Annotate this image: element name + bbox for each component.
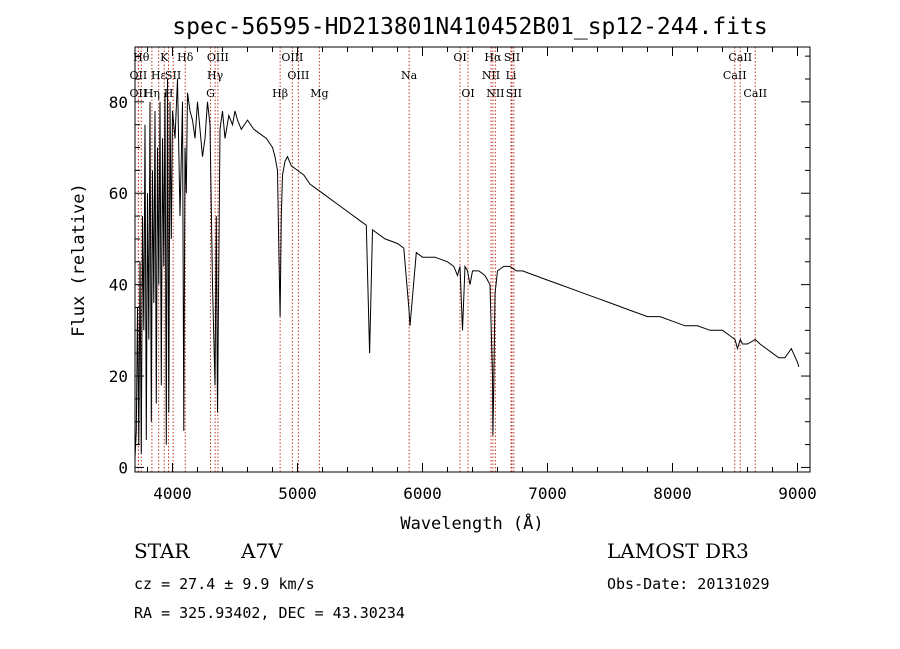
line-label-9: OIII [207,51,229,64]
object-class: STAR [134,539,190,563]
line-label-22: Li [506,69,517,82]
line-label-4: Hε [151,69,167,82]
line-label-3: Hη [144,87,160,100]
y-tick-label: 60 [109,184,128,203]
line-label-13: OIII [287,69,309,82]
y-tick-label: 0 [118,458,128,477]
line-label-24: SII [506,87,522,100]
x-tick-label: 8000 [653,484,692,503]
line-label-26: CaII [728,51,752,64]
line-label-7: SII [165,69,181,82]
line-label-0: Hθ [133,51,150,64]
line-label-27: CaII [743,87,767,100]
line-label-21: NII [482,69,500,82]
x-axis: 4000 5000 6000 7000 8000 9000 [147,47,817,503]
x-tick-label: 7000 [528,484,567,503]
y-tick-label: 20 [109,367,128,386]
line-label-12: OIII [281,51,303,64]
line-label-25: CaII [723,69,747,82]
survey-name: LAMOST DR3 [607,539,749,563]
line-label-23: NII [486,87,504,100]
y-axis: 0 20 40 60 80 [109,55,810,477]
y-tick-label: 80 [109,93,128,112]
emission-line-markers [137,47,756,472]
y-tick-label: 40 [109,276,128,295]
x-axis-label: Wavelength (Å) [400,512,543,534]
line-label-17: OI [453,51,466,64]
line-label-16: Na [401,69,418,82]
line-label-18: OI [461,87,474,100]
chart-title: spec-56595-HD213801N410452B01_sp12-244.f… [172,14,767,40]
line-label-1: OII [130,69,148,82]
line-label-11: G [206,87,215,100]
x-tick-label: 9000 [778,484,817,503]
x-tick-label: 6000 [403,484,442,503]
line-label-5: K [160,51,169,64]
line-label-8: Hδ [177,51,194,64]
spectrum-line [134,78,800,459]
spectral-type: A7V [241,539,283,563]
x-tick-label: 5000 [278,484,317,503]
coordinates: RA = 325.93402, DEC = 43.30234 [134,604,405,622]
line-label-10: Hγ [207,69,224,82]
line-label-15: Mg [310,87,328,100]
y-axis-label: Flux (relative) [69,183,89,337]
plot-frame [134,46,811,473]
line-label-19: Hα [484,51,502,64]
line-label-2: OII [130,87,148,100]
x-tick-label: 4000 [153,484,192,503]
observation-date: Obs-Date: 20131029 [607,575,770,593]
redshift-value: cz = 27.4 ± 9.9 km/s [134,575,315,593]
line-label-6: H [164,87,174,100]
line-label-14: Hβ [272,87,288,100]
line-label-20: SII [504,51,520,64]
